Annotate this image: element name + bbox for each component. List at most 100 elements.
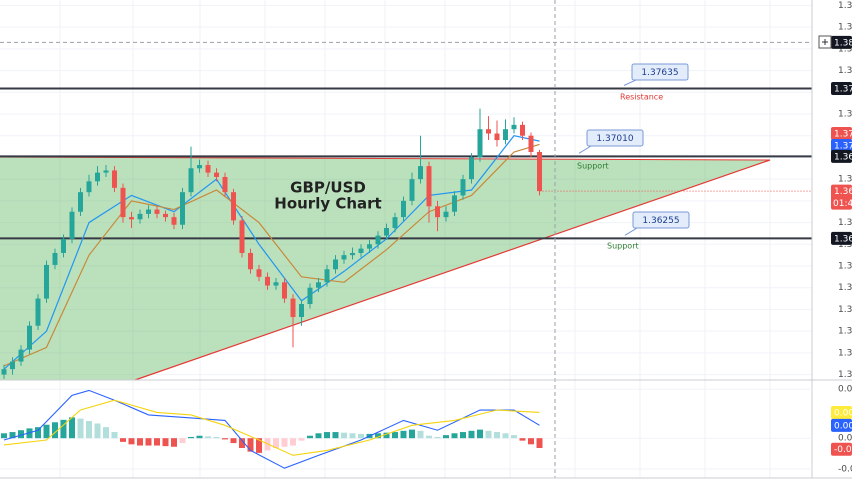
macd-histogram-bar [477, 429, 483, 439]
candle-body [316, 282, 321, 288]
macd-histogram-bar [528, 438, 534, 445]
moving-average [3, 143, 540, 367]
axis-badge-label: -0.0 [834, 445, 852, 455]
candle-body [52, 252, 58, 265]
macd-histogram-bar [86, 421, 92, 439]
callout-box [631, 63, 689, 81]
candle-body [350, 252, 355, 256]
axis-badge [831, 149, 852, 163]
y-tick-label: 1.37 [838, 66, 852, 76]
candle-body [1, 369, 7, 375]
candle-body [146, 209, 151, 214]
candle-body [537, 152, 542, 192]
candle-body [78, 192, 83, 212]
candle-body [435, 206, 440, 218]
y-tick-label: 1.35 [838, 283, 852, 293]
candle-body [69, 211, 75, 239]
levels: 1.37635 Resistance 1.37010 Support 1.36255 Su… [0, 63, 812, 251]
y-tick-label: 1.35 [838, 327, 852, 337]
candle-body [10, 361, 15, 370]
candle-body [103, 170, 109, 173]
axis-badge [831, 35, 852, 49]
candle-body [384, 228, 389, 236]
macd-histogram-bar [196, 435, 203, 439]
candle-body [163, 213, 168, 218]
candle-body [112, 170, 117, 188]
triangle-pattern [0, 157, 770, 380]
macd-histogram-bar [9, 432, 16, 439]
axis-badge [831, 418, 852, 432]
macd-tick-label: 0.00 [838, 385, 852, 395]
trend-line [134, 159, 771, 381]
candle-body [418, 166, 423, 180]
macd-histogram-bar [205, 436, 211, 439]
macd-histogram-bar [468, 430, 475, 439]
macd-histogram-bar [281, 438, 288, 447]
candle-body [290, 298, 296, 318]
y-tick-label: 1.38 [838, 44, 852, 54]
candle-body [392, 217, 398, 228]
macd-histogram-bar [222, 438, 228, 440]
candle-body [120, 187, 126, 218]
macd-tick-label: 0.00 [838, 434, 852, 444]
macd-histogram-bar [43, 424, 50, 439]
level-note: Support [577, 162, 609, 171]
macd-histogram-bar [145, 438, 152, 446]
macd-histogram-bar [128, 438, 135, 445]
y-tick-label: 1.36 [838, 175, 852, 185]
macd-histogram-bar [332, 432, 339, 439]
macd-histogram-bar [18, 430, 24, 439]
candle-body [341, 255, 347, 260]
macd-histogram-bar [103, 427, 109, 439]
macd-histogram-bar [511, 435, 517, 439]
axis-badge-label: 1.38 [834, 38, 852, 48]
candle-body [358, 248, 364, 253]
axis-badges: 1.381.371.371.371.361.3601:401.360.000.0… [831, 35, 852, 456]
candle-body [61, 238, 66, 253]
macd-histogram-bar [392, 432, 398, 439]
candle-body [239, 220, 245, 253]
axis-badge-label: 1.36 [834, 234, 852, 244]
candle-body [205, 165, 211, 173]
macd-histogram-bar [52, 422, 58, 439]
candle-body [197, 165, 202, 169]
candle-body [35, 298, 41, 326]
macd-histogram-bar [324, 432, 330, 439]
macd-histogram-bar [409, 429, 415, 439]
candle-body [248, 252, 253, 270]
chart-subtitle: Hourly Chart [274, 195, 381, 213]
macd-histogram-bar [290, 438, 296, 446]
candle-body [256, 269, 262, 277]
candle-body [171, 217, 177, 225]
macd-histogram-bar [443, 435, 449, 439]
macd-tick-label: -0.0 [838, 464, 852, 474]
macd-histogram-bar [536, 438, 543, 448]
candle-body [265, 276, 270, 286]
candle-body [273, 282, 279, 286]
macd-histogram-bar [35, 427, 41, 439]
macd-histogram-bar [417, 430, 424, 439]
y-tick-label: 1.35 [838, 305, 852, 315]
macd-histogram-bar [1, 433, 7, 439]
axis-badge [831, 127, 852, 141]
callout-box [632, 211, 690, 229]
macd-histogram-bar [502, 433, 509, 439]
y-tick-label: 1.38 [838, 23, 852, 33]
candle-body [222, 176, 228, 193]
axis-badge [831, 184, 852, 210]
candle-body [426, 166, 432, 207]
macd-histogram-bar [230, 438, 237, 444]
candle-body [18, 349, 24, 362]
callout-pointer [578, 145, 592, 154]
axis-badge-label: 0.00 [834, 408, 852, 418]
macd-histogram-bar [69, 417, 75, 439]
axis-badge-label: 1.37 [834, 130, 852, 140]
y-tick-label: 1.35 [838, 370, 852, 380]
candle-body [282, 282, 287, 299]
candle-body [452, 195, 457, 212]
callout-pointer [623, 79, 637, 86]
axis-badge-label: 1.36 [834, 152, 852, 162]
macd-pane [0, 388, 812, 470]
candle-body [307, 287, 313, 304]
macd-histogram-bar [315, 433, 322, 439]
